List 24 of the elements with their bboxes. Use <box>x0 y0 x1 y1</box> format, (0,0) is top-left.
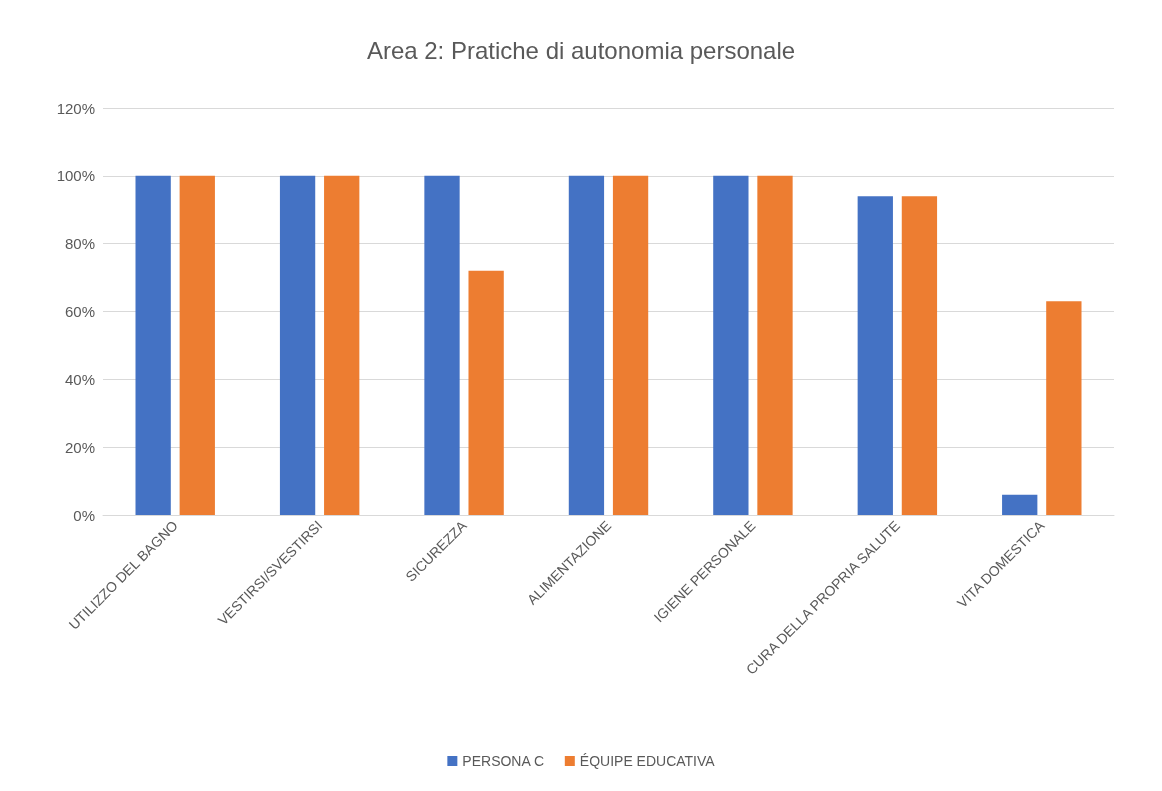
bar <box>901 196 938 515</box>
bar <box>135 175 171 515</box>
bar <box>324 175 360 515</box>
bar <box>568 175 605 515</box>
bar <box>1002 494 1038 515</box>
bar <box>279 175 316 515</box>
bar <box>757 175 793 515</box>
y-tick-label: 100% <box>56 167 95 185</box>
bar <box>857 196 893 515</box>
chart-title: Area 2: Pratiche di autonomia personale <box>366 36 796 64</box>
y-tick-label: 0% <box>73 506 95 524</box>
y-tick-label: 20% <box>64 438 95 456</box>
y-tick-label: 60% <box>64 303 95 320</box>
bar <box>468 270 504 515</box>
y-tick-label: 80% <box>64 235 95 253</box>
legend-label: PERSONA C <box>462 753 545 769</box>
bar <box>179 175 215 515</box>
bar <box>612 175 649 515</box>
y-tick-label: 40% <box>64 370 95 388</box>
y-tick-label: 120% <box>56 99 95 117</box>
bar <box>424 175 460 515</box>
bar <box>713 175 749 515</box>
legend-label: ÉQUIPE EDUCATIVA <box>579 753 716 769</box>
bar <box>1046 301 1082 515</box>
